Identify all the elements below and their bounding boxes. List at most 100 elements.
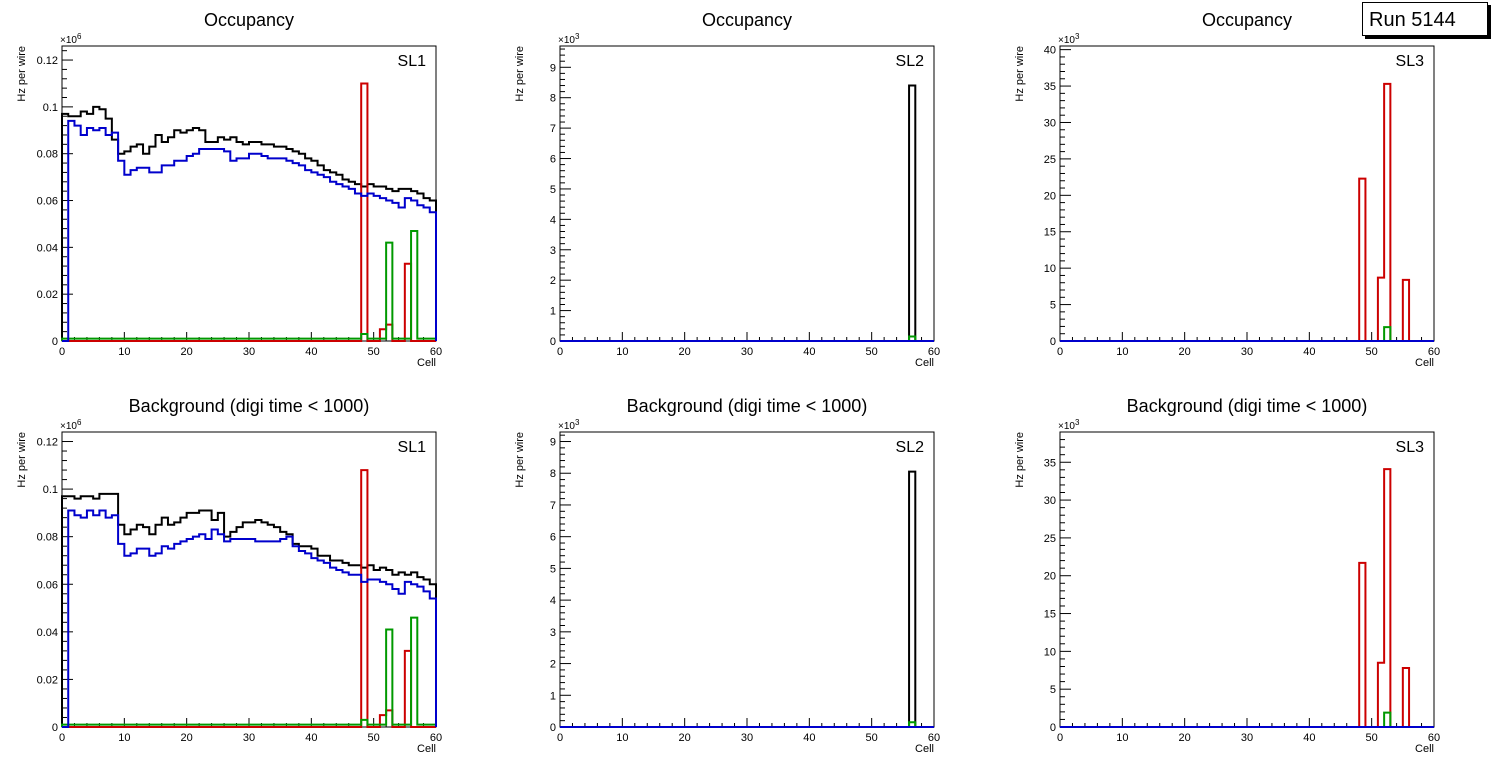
y-tick-label: 25 — [1044, 154, 1056, 166]
x-tick-label: 30 — [741, 732, 753, 744]
x-tick-label: 20 — [1179, 732, 1191, 744]
series-green-histogram — [61, 616, 437, 727]
y-tick-label: 0 — [52, 722, 58, 734]
x-tick-label: 50 — [1366, 346, 1378, 358]
x-tick-label: 60 — [928, 346, 940, 358]
x-tick-label: 30 — [1241, 346, 1253, 358]
superlayer-label: SL3 — [1396, 53, 1425, 70]
y-tick-label: 10 — [1044, 263, 1056, 275]
x-tick-label: 10 — [1116, 346, 1128, 358]
x-axis-title: Cell — [1415, 743, 1434, 755]
x-tick-label: 20 — [679, 346, 691, 358]
run-label-box: Run 5144 — [1362, 2, 1488, 36]
x-tick-label: 20 — [679, 732, 691, 744]
chart-title: Occupancy — [204, 10, 294, 30]
y-tick-label: 0 — [550, 722, 556, 734]
x-tick-label: 10 — [616, 346, 628, 358]
series-total-histogram — [61, 492, 437, 727]
y-tick-label: 3 — [550, 245, 556, 257]
y-axis-exponent: ×103 — [1058, 418, 1080, 432]
y-axis-exponent: ×103 — [558, 32, 580, 46]
x-tick-label: 20 — [1179, 346, 1191, 358]
x-tick-label: 30 — [1241, 732, 1253, 744]
y-tick-label: 7 — [550, 123, 556, 135]
y-axis-title: Hz per wire — [16, 432, 28, 488]
y-tick-label: 30 — [1044, 117, 1056, 129]
superlayer-label: SL1 — [398, 439, 427, 456]
x-tick-label: 40 — [305, 346, 317, 358]
x-tick-label: 60 — [430, 732, 442, 744]
chart-panel-6: Background (digi time < 1000) SL3 0 10 20 30 4… — [1014, 396, 1440, 755]
x-tick-label: 50 — [866, 732, 878, 744]
plot-frame — [61, 45, 437, 342]
y-tick-label: 0.08 — [37, 532, 58, 544]
y-tick-label: 25 — [1044, 533, 1056, 545]
y-tick-label: 0 — [1050, 722, 1056, 734]
y-tick-label: 0 — [52, 336, 58, 348]
y-tick-label: 0.04 — [37, 242, 58, 254]
x-tick-label: 50 — [368, 732, 380, 744]
y-tick-label: 35 — [1044, 81, 1056, 93]
chart-panel-4: Background (digi time < 1000) SL1 0 10 20 30 4… — [16, 396, 442, 755]
y-tick-label: 0.06 — [37, 579, 58, 591]
y-tick-label: 4 — [550, 214, 556, 226]
x-tick-label: 40 — [803, 732, 815, 744]
y-tick-label: 15 — [1044, 227, 1056, 239]
x-tick-label: 50 — [1366, 732, 1378, 744]
y-tick-label: 1 — [550, 690, 556, 702]
y-axis-exponent: ×106 — [60, 418, 82, 432]
plot-frame — [559, 431, 935, 728]
y-tick-label: 20 — [1044, 571, 1056, 583]
y-tick-label: 6 — [550, 154, 556, 166]
x-axis-title: Cell — [915, 743, 934, 755]
y-tick-label: 0 — [550, 336, 556, 348]
x-tick-label: 40 — [305, 732, 317, 744]
y-axis-exponent: ×106 — [60, 32, 82, 46]
y-axis-title: Hz per wire — [16, 46, 28, 102]
x-tick-label: 10 — [1116, 732, 1128, 744]
x-tick-label: 0 — [557, 346, 563, 358]
run-label: Run 5144 — [1369, 9, 1456, 31]
y-tick-label: 0 — [1050, 336, 1056, 348]
x-tick-label: 30 — [243, 346, 255, 358]
x-tick-label: 60 — [1428, 346, 1440, 358]
y-tick-label: 8 — [550, 93, 556, 105]
y-tick-label: 15 — [1044, 609, 1056, 621]
x-tick-label: 60 — [1428, 732, 1440, 744]
y-tick-label: 5 — [1050, 684, 1056, 696]
x-tick-label: 60 — [928, 732, 940, 744]
x-tick-label: 20 — [181, 732, 193, 744]
y-tick-label: 10 — [1044, 646, 1056, 658]
x-axis-title: Cell — [417, 357, 436, 369]
y-tick-label: 0.1 — [43, 484, 58, 496]
y-axis-exponent: ×103 — [1058, 32, 1080, 46]
series-total-histogram — [560, 470, 934, 728]
y-tick-label: 8 — [550, 468, 556, 480]
superlayer-label: SL2 — [896, 439, 925, 456]
x-tick-label: 20 — [181, 346, 193, 358]
x-tick-label: 0 — [59, 732, 65, 744]
x-tick-label: 0 — [59, 346, 65, 358]
series-red-histogram — [1060, 468, 1434, 728]
y-tick-label: 35 — [1044, 457, 1056, 469]
y-tick-label: 2 — [550, 275, 556, 287]
y-tick-label: 0.06 — [37, 196, 58, 208]
x-axis-title: Cell — [417, 743, 436, 755]
chart-title: Background (digi time < 1000) — [129, 396, 370, 416]
y-tick-label: 3 — [550, 627, 556, 639]
x-axis-title: Cell — [1415, 357, 1434, 369]
superlayer-label: SL1 — [398, 53, 427, 70]
y-axis-title: Hz per wire — [1014, 432, 1026, 488]
y-tick-label: 0.12 — [37, 55, 58, 67]
x-tick-label: 40 — [803, 346, 815, 358]
series-total-histogram — [61, 105, 437, 341]
x-tick-label: 0 — [1057, 346, 1063, 358]
y-axis-title: Hz per wire — [1014, 46, 1026, 102]
x-tick-label: 30 — [243, 732, 255, 744]
y-axis-title: Hz per wire — [514, 46, 526, 102]
y-axis-title: Hz per wire — [514, 432, 526, 488]
y-tick-label: 1 — [550, 306, 556, 318]
